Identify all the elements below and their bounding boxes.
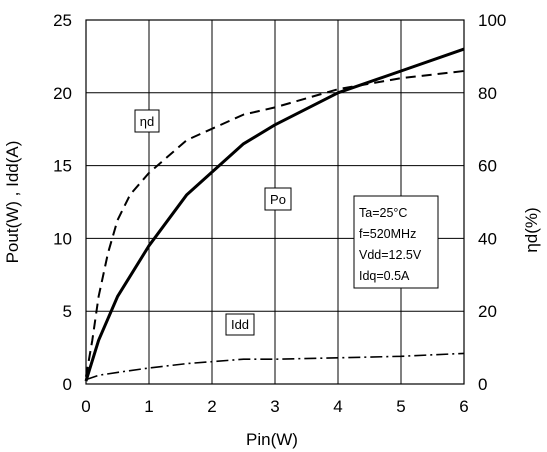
- y-left-tick-label: 15: [53, 157, 72, 176]
- y-left-tick-label: 5: [63, 302, 72, 321]
- series-group: [84, 47, 465, 382]
- x-tick-label: 5: [396, 397, 405, 416]
- series-line-idd: [85, 352, 465, 381]
- x-tick-label: 3: [270, 397, 279, 416]
- x-tick-label: 0: [81, 397, 90, 416]
- y-left-tick-label: 20: [53, 84, 72, 103]
- y-right-tick-label: 20: [478, 302, 497, 321]
- y-left-tick-label: 25: [53, 11, 72, 30]
- idd-label: Idd: [231, 317, 249, 332]
- y-axis-right-title: ηd(%): [522, 207, 541, 252]
- conditions-box: [353, 195, 439, 289]
- y-right-tick-label: 40: [478, 229, 497, 248]
- x-tick-label: 4: [333, 397, 342, 416]
- y-right-tick-label: 100: [478, 11, 506, 30]
- po-label-box: [264, 187, 292, 211]
- nd-label: ηd: [140, 114, 154, 129]
- condition-idq: Idq=0.5A: [359, 269, 410, 283]
- plot-frame: [85, 19, 465, 385]
- x-tick-label: 1: [144, 397, 153, 416]
- condition-vdd: Vdd=12.5V: [359, 248, 422, 262]
- series-line-po: [84, 47, 465, 382]
- y-right-tick-label: 80: [478, 84, 497, 103]
- y-axis-left-title: Pout(W) , Idd(A): [3, 141, 22, 264]
- nd-label-box: [134, 109, 160, 133]
- x-tick-label: 2: [207, 397, 216, 416]
- x-tick-label: 6: [459, 397, 468, 416]
- y-right-tick-label: 0: [478, 375, 487, 394]
- x-axis-title: Pin(W): [246, 430, 298, 449]
- y-left-tick-label: 10: [53, 229, 72, 248]
- po-label: Po: [270, 192, 286, 207]
- y-left-tick-label: 0: [63, 375, 72, 394]
- condition-temperature: Ta=25°C: [359, 206, 407, 220]
- y-right-tick-label: 60: [478, 157, 497, 176]
- idd-label-box: [225, 313, 255, 336]
- series-line-nd: [85, 70, 465, 377]
- condition-frequency: f=520MHz: [359, 227, 416, 241]
